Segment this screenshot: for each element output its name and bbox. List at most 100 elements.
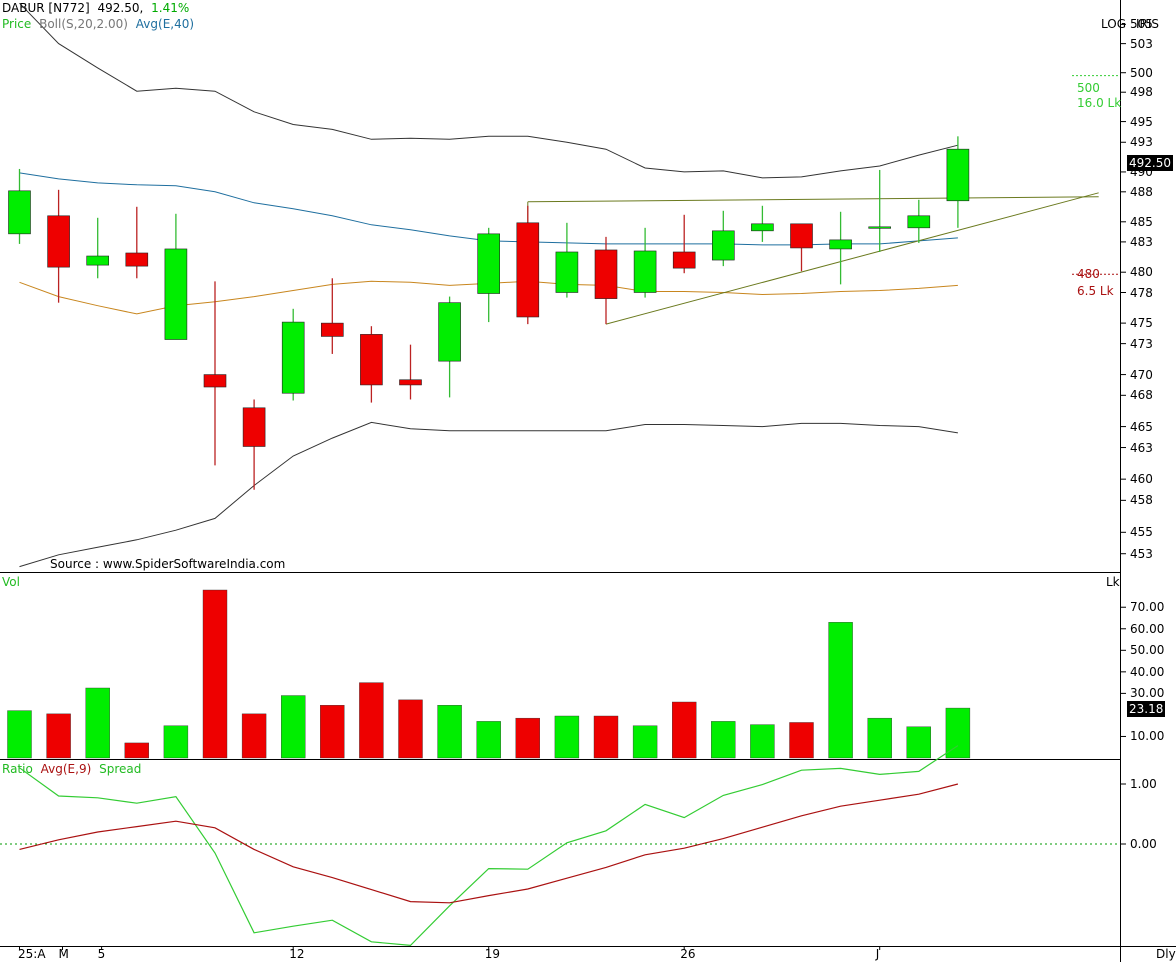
price-tick: 493 bbox=[1130, 135, 1153, 150]
candle-body bbox=[868, 226, 892, 229]
candle-body bbox=[829, 239, 852, 250]
volume-bar bbox=[398, 699, 423, 759]
volume-bar bbox=[789, 722, 814, 759]
price-tick: 505 bbox=[1130, 17, 1153, 32]
price-tick: 483 bbox=[1130, 234, 1153, 249]
last-price: 492.50, bbox=[97, 1, 144, 15]
volume-bar bbox=[85, 687, 110, 759]
price-tick: 473 bbox=[1130, 336, 1153, 351]
candle-body bbox=[438, 302, 461, 362]
volume-bar bbox=[437, 705, 462, 759]
volume-bar bbox=[281, 695, 306, 759]
volume-unit: Lk bbox=[1106, 575, 1120, 589]
legend-bollinger[interactable]: Boll(S,20,2.00) bbox=[39, 17, 128, 31]
candle-body bbox=[790, 223, 813, 249]
volume-bar bbox=[476, 721, 501, 759]
date-tick: 19 bbox=[484, 947, 500, 961]
candle-body bbox=[711, 230, 735, 261]
volume-bar bbox=[202, 589, 228, 759]
ratio-tick: 1.00 bbox=[1130, 777, 1157, 791]
price-tick: 453 bbox=[1130, 546, 1153, 561]
candle-body bbox=[399, 379, 422, 386]
ratio-avg-line bbox=[19, 783, 959, 904]
volume-current-tag: 23.18 bbox=[1127, 701, 1166, 717]
candle-body bbox=[633, 250, 657, 293]
volume-bar bbox=[906, 726, 931, 759]
log-scale-toggle[interactable]: LOG bbox=[1101, 17, 1127, 31]
price-legend: Price Boll(S,20,2.00) Avg(E,40) bbox=[2, 17, 194, 31]
volume-bar bbox=[46, 713, 71, 759]
iris-toggle[interactable]: IRIS bbox=[1136, 17, 1160, 31]
ratio-legend: Ratio Avg(E,9) Spread bbox=[2, 762, 141, 776]
price-tick: 490 bbox=[1130, 164, 1153, 179]
volume-panel bbox=[7, 589, 971, 759]
price-tick: 495 bbox=[1130, 114, 1153, 129]
price-tick: 488 bbox=[1130, 184, 1153, 199]
volume-bar bbox=[359, 682, 384, 759]
volume-tick: 50.00 bbox=[1130, 643, 1165, 658]
price-tick: 475 bbox=[1130, 316, 1153, 331]
candle-body bbox=[242, 407, 266, 447]
volume-tick: 10.00 bbox=[1130, 729, 1165, 744]
legend-price[interactable]: Price bbox=[2, 17, 32, 31]
symbol-label: DABUR [N772] bbox=[2, 1, 90, 15]
candle-body bbox=[164, 248, 188, 340]
volume-tick: 30.00 bbox=[1130, 686, 1165, 701]
date-tick: M bbox=[58, 947, 69, 961]
date-tick: 5 bbox=[97, 947, 106, 961]
volume-bar bbox=[241, 713, 267, 759]
date-tick: 26 bbox=[680, 947, 696, 961]
price-tick: 460 bbox=[1130, 472, 1153, 487]
volume-bar bbox=[945, 707, 971, 759]
ratio-tick: 0.00 bbox=[1130, 837, 1157, 851]
volume-bar bbox=[711, 721, 736, 759]
candle-body bbox=[751, 223, 774, 232]
volume-bar bbox=[554, 715, 580, 759]
volume-bar bbox=[124, 742, 150, 759]
legend-ratio-avg[interactable]: Avg(E,9) bbox=[40, 762, 92, 776]
alert-upper-price: 500 bbox=[1077, 81, 1100, 95]
price-tick: 455 bbox=[1130, 525, 1153, 540]
period-label[interactable]: Dly bbox=[1156, 947, 1176, 961]
candle-body bbox=[47, 215, 70, 268]
candle-body bbox=[203, 374, 227, 388]
price-panel bbox=[8, 2, 1120, 568]
source-credit: Source : www.SpiderSoftwareIndia.com bbox=[50, 557, 286, 571]
volume-bar bbox=[632, 725, 658, 759]
candle-body bbox=[281, 321, 305, 394]
price-tick: 465 bbox=[1130, 419, 1153, 434]
trendline-1 bbox=[605, 192, 1099, 325]
ratio-line bbox=[19, 745, 959, 947]
ratio-panel bbox=[0, 745, 1120, 947]
trendline-0 bbox=[527, 196, 1099, 203]
volume-bar bbox=[320, 705, 345, 759]
price-tick: 470 bbox=[1130, 367, 1153, 382]
candle-body bbox=[320, 322, 344, 337]
volume-bar bbox=[7, 710, 32, 759]
price-tick: 480 bbox=[1130, 265, 1153, 280]
volume-bar bbox=[515, 717, 540, 759]
candle-body bbox=[946, 148, 970, 202]
legend-ratio[interactable]: Ratio bbox=[2, 762, 33, 776]
volume-tick: 40.00 bbox=[1130, 664, 1165, 679]
chart-title: DABUR [N772] 492.50, 1.41% bbox=[2, 1, 189, 15]
date-tick: 25:A bbox=[18, 947, 46, 961]
price-tick: 463 bbox=[1130, 440, 1153, 455]
price-tick: 485 bbox=[1130, 214, 1153, 229]
volume-tick: 60.00 bbox=[1130, 621, 1165, 636]
candle-body bbox=[86, 255, 109, 266]
volume-bar bbox=[163, 725, 189, 759]
volume-bar bbox=[828, 622, 853, 759]
legend-spread[interactable]: Spread bbox=[99, 762, 142, 776]
candle-body bbox=[672, 251, 696, 269]
legend-avg[interactable]: Avg(E,40) bbox=[135, 17, 195, 31]
percent-change: 1.41% bbox=[151, 1, 190, 15]
volume-tick: 70.00 bbox=[1130, 600, 1165, 615]
date-tick: 12 bbox=[289, 947, 305, 961]
candle-body bbox=[360, 334, 383, 386]
volume-title[interactable]: Vol bbox=[2, 575, 20, 589]
bollinger-lower-line bbox=[19, 421, 958, 568]
candle-body bbox=[516, 222, 540, 318]
